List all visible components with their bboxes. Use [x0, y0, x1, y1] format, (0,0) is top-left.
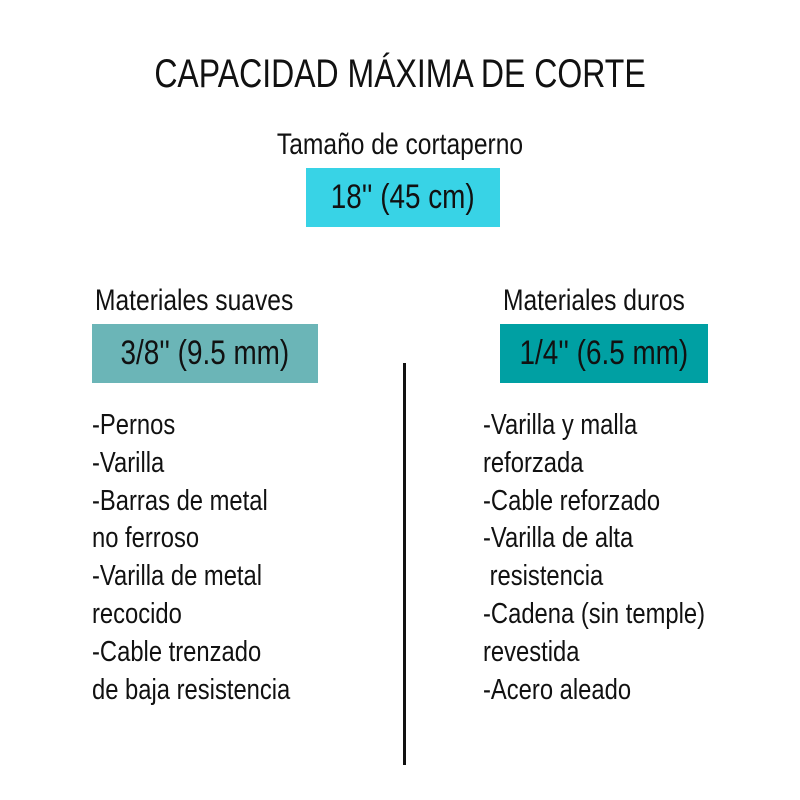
hard-materials-list: -Varilla y malla reforzada -Cable reforz… [483, 407, 754, 709]
list-item: -Varilla de alta [483, 522, 634, 555]
list-item: de baja resistencia [92, 673, 291, 706]
list-item: reforzada [483, 446, 584, 479]
page-title: CAPACIDAD MÁXIMA DE CORTE [154, 52, 646, 96]
list-item: no ferroso [92, 522, 200, 555]
list-item: -Cadena (sin temple) [483, 597, 706, 630]
list-item: -Pernos [92, 409, 176, 441]
list-item: -Barras de metal [92, 484, 268, 517]
soft-value-box: 3/8'' (9.5 mm) [92, 324, 318, 383]
list-item: resistencia [483, 560, 604, 593]
column-divider [403, 363, 406, 765]
hard-value: 1/4'' (6.5 mm) [519, 334, 689, 372]
list-item: -Cable reforzado [483, 484, 661, 517]
list-item: -Acero aleado [483, 673, 632, 706]
list-item: -Varilla [92, 446, 165, 479]
list-item: -Varilla y malla [483, 409, 638, 441]
size-value: 18'' (45 cm) [331, 178, 475, 216]
soft-materials-label: Materiales suaves [95, 284, 294, 317]
soft-value: 3/8'' (9.5 mm) [120, 334, 290, 372]
hard-value-box: 1/4'' (6.5 mm) [500, 324, 708, 383]
list-item: revestida [483, 635, 580, 668]
size-value-box: 18'' (45 cm) [306, 168, 500, 227]
size-label: Tamaño de cortaperno [276, 128, 524, 161]
list-item: -Varilla de metal [92, 560, 263, 593]
list-item: -Cable trenzado [92, 635, 262, 668]
list-item: recocido [92, 597, 182, 630]
hard-materials-label: Materiales duros [503, 284, 685, 317]
soft-materials-list: -Pernos -Varilla -Barras de metal no fer… [92, 407, 334, 709]
